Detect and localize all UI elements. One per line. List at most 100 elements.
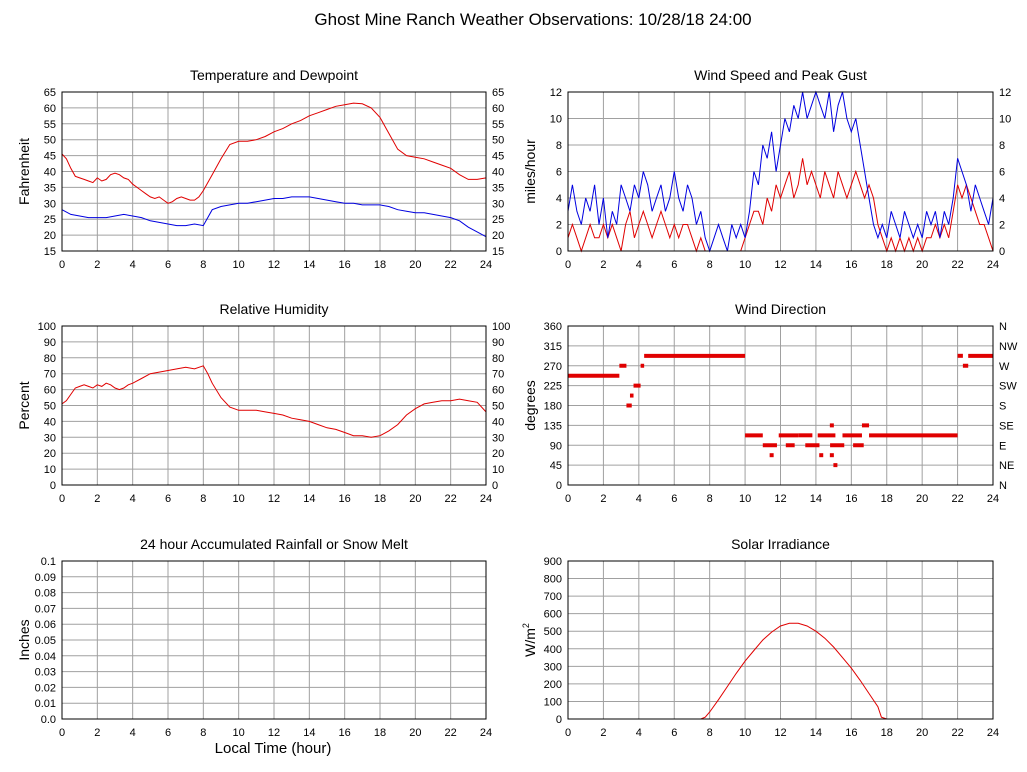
x-tick-label: 22 xyxy=(445,259,457,271)
y-tick-label: 0.04 xyxy=(35,651,56,663)
y-tick-label: 20 xyxy=(44,448,56,460)
y-tick-label: 25 xyxy=(44,214,56,226)
y-tick-label: 900 xyxy=(544,556,562,568)
y-tick-label: 30 xyxy=(44,432,56,444)
y-tick-label: 4 xyxy=(556,193,562,205)
y-tick-label: 90 xyxy=(44,337,56,349)
direction-point xyxy=(819,453,824,458)
right-tick-label: 20 xyxy=(492,230,504,242)
y-tick-label: 40 xyxy=(44,416,56,428)
plot-frame xyxy=(567,325,994,486)
right-tick-label: 4 xyxy=(999,193,1005,205)
y-tick-label: 0 xyxy=(50,480,56,492)
y-tick-label: 10 xyxy=(44,464,56,476)
y-tick-label: 65 xyxy=(44,87,56,99)
x-tick-label: 16 xyxy=(845,727,857,739)
x-tick-label: 8 xyxy=(200,493,206,505)
y-tick-label: 700 xyxy=(544,591,562,603)
right-tick-label: NE xyxy=(999,460,1014,472)
y-tick-label: 0 xyxy=(556,480,562,492)
y-tick-label: 360 xyxy=(544,321,562,333)
x-tick-label: 14 xyxy=(303,259,315,271)
plot-frame xyxy=(61,91,487,252)
figure-title: Ghost Mine Ranch Weather Observations: 1… xyxy=(314,10,751,29)
right-tick-label: 15 xyxy=(492,246,504,258)
y-tick-label: 100 xyxy=(38,321,56,333)
y-tick-label: 200 xyxy=(544,679,562,691)
x-tick-label: 14 xyxy=(303,727,315,739)
plot-frame xyxy=(61,560,487,720)
x-tick-label: 20 xyxy=(409,493,421,505)
right-tick-label: SE xyxy=(999,420,1014,432)
y-tick-label: 270 xyxy=(544,361,562,373)
y-tick-label: 60 xyxy=(44,103,56,115)
x-tick-label: 22 xyxy=(951,259,963,271)
x-tick-label: 6 xyxy=(165,727,171,739)
x-tick-label: 10 xyxy=(233,727,245,739)
chart-title: 24 hour Accumulated Rainfall or Snow Mel… xyxy=(140,536,408,552)
x-tick-label: 24 xyxy=(987,259,999,271)
x-tick-label: 24 xyxy=(987,493,999,505)
x-tick-label: 4 xyxy=(130,259,136,271)
x-tick-label: 20 xyxy=(916,259,928,271)
x-tick-label: 20 xyxy=(409,259,421,271)
y-tick-label: 0.02 xyxy=(35,682,56,694)
chart-title: Wind Direction xyxy=(735,301,826,317)
x-tick-label: 2 xyxy=(600,493,606,505)
x-tick-label: 12 xyxy=(268,259,280,271)
x-tick-label: 24 xyxy=(480,493,492,505)
y-tick-label: 30 xyxy=(44,198,56,210)
plot-frame xyxy=(61,325,487,486)
x-tick-label: 0 xyxy=(565,727,571,739)
y-tick-label: 0.05 xyxy=(35,635,56,647)
right-tick-label: 10 xyxy=(492,464,504,476)
x-tick-label: 12 xyxy=(774,259,786,271)
y-axis-label: Inches xyxy=(16,619,32,660)
x-tick-label: 14 xyxy=(810,727,822,739)
y-tick-label: 45 xyxy=(44,151,56,163)
y-tick-label: 50 xyxy=(44,401,56,413)
direction-point xyxy=(829,453,834,458)
y-tick-label: 45 xyxy=(550,460,562,472)
x-tick-label: 24 xyxy=(987,727,999,739)
x-tick-label: 10 xyxy=(739,259,751,271)
right-tick-label: 0 xyxy=(999,246,1005,258)
y-axis-label-superscript: 2 xyxy=(521,623,531,628)
y-tick-label: 60 xyxy=(44,385,56,397)
x-tick-label: 22 xyxy=(951,727,963,739)
x-tick-label: 8 xyxy=(707,727,713,739)
right-tick-label: 0 xyxy=(492,480,498,492)
right-tick-label: 50 xyxy=(492,135,504,147)
y-tick-label: 600 xyxy=(544,609,562,621)
y-axis-label-text: Inches xyxy=(16,619,32,660)
x-tick-label: 0 xyxy=(59,727,65,739)
right-tick-label: 20 xyxy=(492,448,504,460)
chart-title: Solar Irradiance xyxy=(731,536,830,552)
x-tick-label: 2 xyxy=(94,493,100,505)
chart-title: Wind Speed and Peak Gust xyxy=(694,67,867,83)
right-tick-label: 25 xyxy=(492,214,504,226)
right-tick-label: 2 xyxy=(999,220,1005,232)
right-tick-label: 40 xyxy=(492,167,504,179)
y-tick-label: 500 xyxy=(544,626,562,638)
right-tick-label: 35 xyxy=(492,182,504,194)
x-tick-label: 18 xyxy=(374,727,386,739)
series-line xyxy=(568,622,993,720)
right-tick-label: 6 xyxy=(999,167,1005,179)
direction-point xyxy=(833,463,838,468)
y-tick-label: 225 xyxy=(544,381,562,393)
x-tick-label: 22 xyxy=(445,727,457,739)
y-tick-label: 0.06 xyxy=(35,619,56,631)
right-tick-label: 60 xyxy=(492,103,504,115)
y-axis-label-text: W/m xyxy=(522,628,538,657)
right-tick-label: 80 xyxy=(492,353,504,365)
right-tick-label: 10 xyxy=(999,114,1011,126)
y-axis-label-text: Fahrenheit xyxy=(16,138,32,205)
x-tick-label: 16 xyxy=(339,259,351,271)
x-tick-label: 16 xyxy=(845,259,857,271)
x-tick-label: 8 xyxy=(200,259,206,271)
